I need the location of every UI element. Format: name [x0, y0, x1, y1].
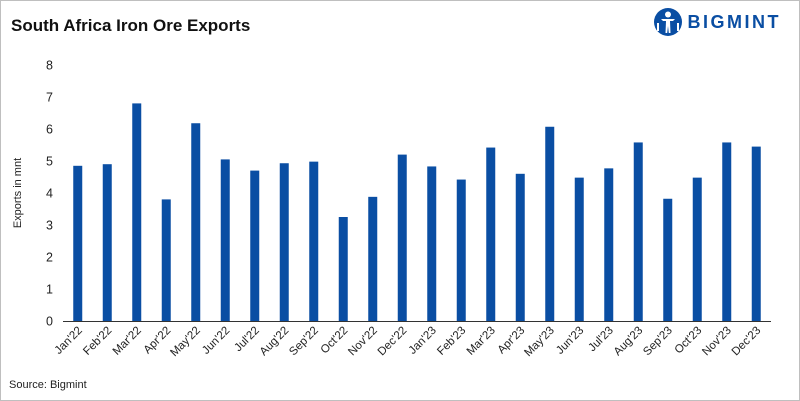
bar-apr22 — [161, 199, 171, 321]
bar-sep22 — [309, 161, 319, 321]
x-tick-label: Oct'23 — [673, 325, 705, 357]
y-tick-label: 3 — [46, 219, 53, 233]
y-tick-label: 0 — [46, 315, 53, 329]
bar-sep23 — [663, 198, 673, 321]
bar-apr23 — [515, 173, 525, 321]
bar-oct22 — [338, 217, 348, 321]
bar-may23 — [545, 126, 555, 321]
bar-nov22 — [368, 196, 378, 321]
x-tick-label: Sep'23 — [641, 325, 675, 359]
bar-may22 — [191, 123, 201, 322]
bar-dec23 — [751, 146, 761, 321]
bar-jan22 — [73, 165, 83, 321]
bar-mar23 — [486, 147, 496, 321]
x-tick-label: Oct'22 — [319, 325, 351, 357]
y-axis-label: Exports in mnt — [12, 158, 24, 228]
y-tick-label: 2 — [46, 251, 53, 265]
bar-jun22 — [220, 159, 230, 321]
x-tick-label: Sep'22 — [287, 325, 321, 359]
y-tick-label: 4 — [46, 187, 53, 201]
x-tick-label: Jun'23 — [554, 325, 586, 357]
x-tick-label: Nov'22 — [346, 325, 380, 359]
person-figure-logo-icon — [653, 8, 682, 36]
bar-mar22 — [132, 103, 142, 322]
y-tick-label: 8 — [46, 59, 53, 73]
logo-text: BIGMINT — [687, 11, 781, 32]
x-tick-label: Feb'22 — [81, 325, 114, 358]
bar-jun23 — [574, 177, 584, 321]
bigmint-logo: BIGMINT — [652, 7, 782, 37]
y-tick-label: 7 — [46, 91, 53, 105]
x-tick-label: Mar'23 — [465, 325, 498, 358]
bar-jul22 — [250, 170, 260, 321]
bar-oct23 — [692, 177, 702, 321]
bar-aug23 — [633, 142, 643, 321]
bar-nov23 — [722, 142, 732, 321]
x-tick-label: Feb'23 — [435, 325, 468, 358]
y-tick-label: 6 — [46, 123, 53, 137]
bar-jul23 — [604, 168, 614, 321]
y-tick-label: 5 — [46, 155, 53, 169]
x-tick-label: Jan'23 — [407, 325, 439, 357]
x-tick-label: Jun'22 — [200, 325, 232, 357]
x-tick-label: Dec'23 — [730, 325, 764, 359]
y-tick-label: 1 — [46, 283, 53, 297]
bar-feb23 — [456, 179, 466, 321]
x-tick-label: Aug'23 — [612, 325, 646, 359]
x-tick-label: May'22 — [168, 325, 202, 359]
x-tick-label: Jan'22 — [53, 325, 85, 357]
x-tick-label: Aug'22 — [258, 325, 292, 359]
x-tick-label: Dec'22 — [376, 325, 410, 359]
bar-aug22 — [279, 163, 289, 321]
bar-dec22 — [397, 154, 407, 321]
source-note: Source: Bigmint — [9, 379, 87, 391]
bar-jan23 — [427, 166, 437, 321]
bar-feb22 — [102, 164, 112, 321]
x-tick-label: May'23 — [522, 325, 556, 359]
x-tick-label: Nov'23 — [700, 325, 734, 359]
chart-title: South Africa Iron Ore Exports — [11, 16, 251, 35]
x-tick-label: Mar'22 — [111, 325, 144, 358]
